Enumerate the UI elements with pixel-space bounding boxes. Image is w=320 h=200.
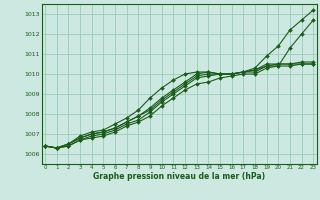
X-axis label: Graphe pression niveau de la mer (hPa): Graphe pression niveau de la mer (hPa) xyxy=(93,172,265,181)
